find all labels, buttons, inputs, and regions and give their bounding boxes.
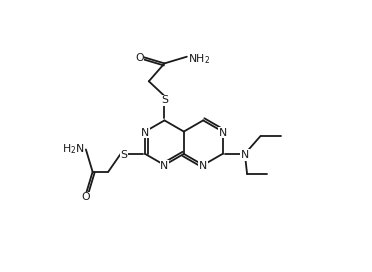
- Text: H$_2$N: H$_2$N: [62, 142, 84, 156]
- Text: N: N: [218, 128, 227, 138]
- Text: N: N: [141, 128, 149, 138]
- Text: O: O: [135, 53, 144, 63]
- Text: N: N: [199, 161, 207, 171]
- Text: O: O: [81, 192, 90, 202]
- Text: N: N: [241, 150, 249, 160]
- Text: S: S: [161, 95, 168, 105]
- Text: S: S: [121, 150, 127, 160]
- Text: NH$_2$: NH$_2$: [188, 52, 210, 66]
- Text: N: N: [160, 161, 169, 171]
